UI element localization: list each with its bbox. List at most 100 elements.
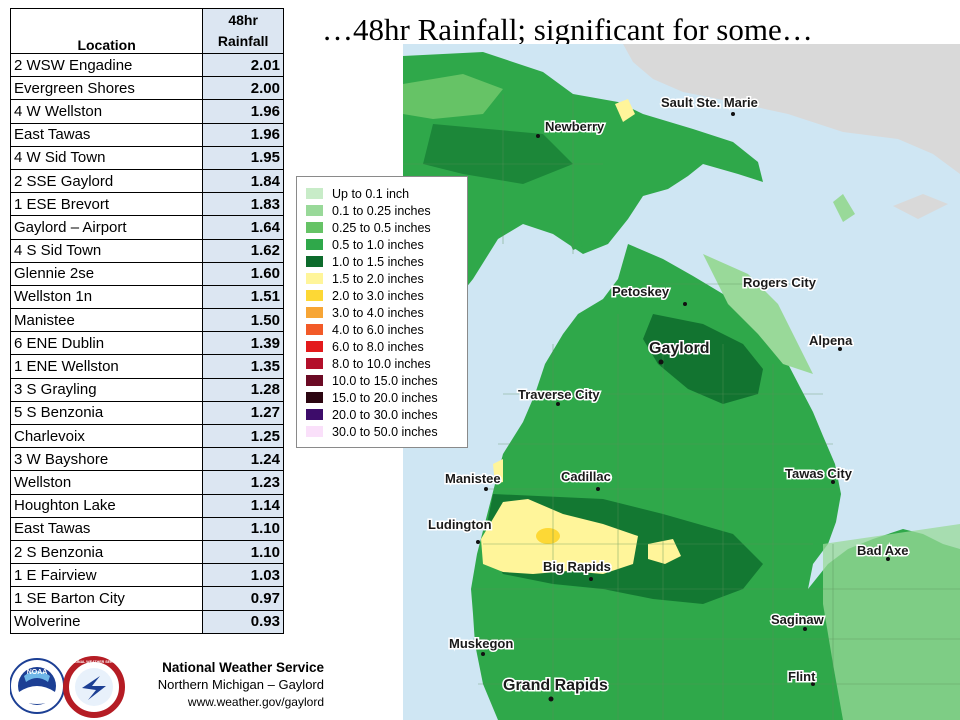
- legend-label: 2.0 to 3.0 inches: [332, 288, 424, 303]
- legend-swatch: [306, 290, 323, 301]
- legend-label: Up to 0.1 inch: [332, 186, 410, 201]
- legend-label: 8.0 to 10.0 inches: [332, 356, 431, 371]
- legend-swatch: [306, 307, 323, 318]
- nws-office: Northern Michigan – Gaylord: [157, 677, 324, 692]
- rainfall-map: Sault Ste. Marie Newberry Petoskey Roger…: [403, 44, 960, 720]
- legend-label: 3.0 to 4.0 inches: [332, 305, 424, 320]
- noaa-logo-text: NOAA: [27, 669, 48, 676]
- map-county-lines: [403, 94, 960, 720]
- table-row: Wolverine 0.93: [9, 609, 284, 634]
- map-city-dots: [476, 112, 890, 702]
- legend-label: 6.0 to 8.0 inches: [332, 339, 424, 354]
- place-newberry: Newberry: [545, 119, 605, 134]
- legend-label: 0.5 to 1.0 inches: [332, 237, 424, 252]
- legend-item: 30.0 to 50.0 inches: [306, 423, 467, 440]
- legend-swatch: [306, 358, 323, 369]
- table-row: Manistee 1.50: [9, 308, 284, 333]
- rainfall-value-cell: 1.23: [202, 470, 284, 495]
- place-manistee: Manistee: [445, 471, 501, 486]
- place-big-rapids: Big Rapids: [543, 559, 611, 574]
- legend-swatch: [306, 392, 323, 403]
- table-row: Gaylord – Airport 1.64: [9, 215, 284, 240]
- place-flint: Flint: [788, 669, 816, 684]
- table-row: 4 W Sid Town 1.95: [9, 145, 284, 170]
- location-cell: 2 S Benzonia: [9, 539, 204, 565]
- location-cell: 4 W Wellston: [9, 99, 204, 124]
- map-zone-manistee-yellow: [493, 459, 503, 484]
- legend-swatch: [306, 409, 323, 420]
- slide-title: …48hr Rainfall; significant for some…: [322, 12, 813, 47]
- legend-label: 1.5 to 2.0 inches: [332, 271, 424, 286]
- legend-swatch: [306, 188, 323, 199]
- location-cell: East Tawas: [9, 122, 204, 147]
- rainfall-value-cell: 1.39: [202, 331, 284, 356]
- location-cell: Wellston: [9, 470, 204, 495]
- place-saginaw: Saginaw: [771, 612, 825, 627]
- rainfall-value-cell: 1.51: [202, 284, 284, 310]
- legend-item: Up to 0.1 inch: [306, 185, 467, 202]
- place-petoskey: Petoskey: [612, 284, 670, 299]
- map-zone-east-yellow: [648, 539, 681, 564]
- legend-item: 20.0 to 30.0 inches: [306, 406, 467, 423]
- rainfall-value-cell: 1.10: [202, 516, 284, 541]
- place-muskegon: Muskegon: [449, 636, 513, 651]
- table-row: East Tawas 1.96: [9, 122, 284, 147]
- place-bad-axe: Bad Axe: [857, 543, 909, 558]
- location-cell: Wellston 1n: [9, 284, 204, 310]
- table-row: 2 SSE Gaylord 1.84: [9, 168, 284, 194]
- legend-label: 20.0 to 30.0 inches: [332, 407, 438, 422]
- map-zone-orange-core: [536, 528, 560, 544]
- nws-logo-text: NATIONAL WEATHER SERVICE: [67, 660, 121, 664]
- rainfall-value-cell: 1.28: [202, 377, 284, 402]
- map-zone-gaylord-dark: [643, 314, 763, 404]
- map-zone-thumb-light: [823, 524, 960, 720]
- legend-item: 3.0 to 4.0 inches: [306, 304, 467, 321]
- location-cell: 4 W Sid Town: [9, 145, 204, 170]
- location-cell: 4 S Sid Town: [9, 238, 204, 263]
- location-cell: 5 S Benzonia: [9, 400, 204, 426]
- table-row: Houghton Lake 1.14: [9, 493, 284, 518]
- rainfall-value-cell: 0.93: [202, 609, 284, 634]
- place-traverse-city: Traverse City: [518, 387, 600, 402]
- legend-item: 15.0 to 20.0 inches: [306, 389, 467, 406]
- legend-item: 2.0 to 3.0 inches: [306, 287, 467, 304]
- agency-logos: NOAA NATIONAL WEATHER SERVICE: [10, 656, 125, 718]
- place-sault-ste-marie: Sault Ste. Marie: [661, 95, 758, 110]
- legend-label: 30.0 to 50.0 inches: [332, 424, 438, 439]
- rainfall-header-line1: 48hr: [228, 12, 258, 28]
- rainfall-value-cell: 1.96: [202, 122, 284, 147]
- legend-item: 8.0 to 10.0 inches: [306, 355, 467, 372]
- location-cell: Houghton Lake: [9, 493, 204, 518]
- legend-swatch: [306, 205, 323, 216]
- table-row: 1 ENE Wellston 1.35: [9, 354, 284, 379]
- location-cell: Charlevoix: [9, 423, 204, 449]
- table-row: Glennie 2se 1.60: [9, 261, 284, 286]
- location-cell: 1 SE Barton City: [9, 586, 204, 611]
- table-row: 1 ESE Brevort 1.83: [9, 192, 284, 217]
- legend-label: 1.0 to 1.5 inches: [332, 254, 424, 269]
- rainfall-table-body: 2 WSW Engadine 2.01 Evergreen Shores 2.00 4 …: [9, 52, 284, 634]
- location-cell: Manistee: [9, 308, 204, 333]
- legend-swatch: [306, 324, 323, 335]
- legend-swatch: [306, 239, 323, 250]
- nws-credit: National Weather Service Northern Michig…: [140, 660, 324, 709]
- rainfall-value-cell: 1.64: [202, 215, 284, 240]
- place-gaylord: Gaylord: [649, 340, 709, 357]
- table-row: Charlevoix 1.25: [9, 423, 284, 449]
- legend-item: 1.0 to 1.5 inches: [306, 253, 467, 270]
- legend-item: 0.1 to 0.25 inches: [306, 202, 467, 219]
- legend-label: 0.1 to 0.25 inches: [332, 203, 431, 218]
- location-cell: Glennie 2se: [9, 261, 204, 286]
- table-row: 1 SE Barton City 0.97: [9, 586, 284, 611]
- legend-label: 10.0 to 15.0 inches: [332, 373, 438, 388]
- table-row: 3 S Grayling 1.28: [9, 377, 284, 402]
- location-cell: Wolverine: [9, 609, 204, 634]
- map-upper-peninsula: [403, 52, 763, 314]
- map-island-beaver: [568, 234, 583, 250]
- rainfall-value-cell: 1.84: [202, 168, 284, 194]
- location-cell: 1 ENE Wellston: [9, 354, 204, 379]
- legend-swatch: [306, 375, 323, 386]
- nws-url-link[interactable]: www.weather.gov/gaylord: [187, 695, 324, 709]
- table-header-row: Location 48hr Rainfall: [9, 8, 284, 54]
- location-cell: 1 ESE Brevort: [9, 192, 204, 217]
